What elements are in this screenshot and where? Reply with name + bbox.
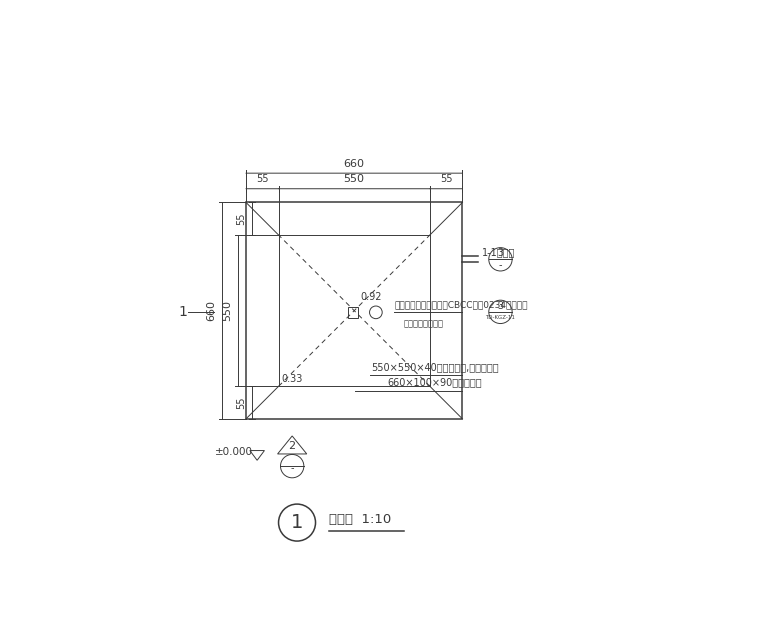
Text: 660×100×90光面黄金麷: 660×100×90光面黄金麷 [387, 377, 482, 387]
Text: TD-KGZ-11: TD-KGZ-11 [486, 315, 515, 320]
Text: 2: 2 [289, 441, 296, 451]
Text: 550×550×40光面黄金麷,按尺寸切割: 550×550×40光面黄金麷,按尺寸切割 [371, 362, 499, 372]
Text: 3: 3 [497, 301, 504, 311]
Text: 55: 55 [440, 174, 452, 185]
Text: 0.33: 0.33 [281, 374, 302, 384]
Text: 3: 3 [497, 248, 504, 258]
Text: 1-1剖面图: 1-1剖面图 [482, 248, 515, 257]
Text: 550: 550 [344, 174, 365, 185]
Bar [279, 235, 430, 386]
Text: -: - [499, 260, 502, 270]
Text: ±0.000: ±0.000 [215, 447, 253, 456]
Text: 660: 660 [344, 159, 365, 169]
Text: 铸铝灯体，喷深咏色（CBCC编号0234）氟碳漆: 铸铝灯体，喷深咏色（CBCC编号0234）氟碳漆 [394, 300, 528, 310]
Text: 55: 55 [236, 212, 246, 225]
Bar [347, 307, 359, 318]
Text: 550: 550 [222, 300, 232, 321]
Text: 0.92: 0.92 [360, 292, 382, 301]
Text: 厂家二次深化设计: 厂家二次深化设计 [404, 319, 444, 328]
Text: 平面图  1:10: 平面图 1:10 [328, 513, 391, 526]
Text: -: - [290, 463, 294, 473]
Text: 1: 1 [291, 513, 303, 532]
Text: 55: 55 [256, 174, 268, 185]
Bar [246, 202, 463, 419]
Text: 660: 660 [206, 300, 216, 321]
Text: 1: 1 [179, 305, 187, 319]
Text: 55: 55 [236, 396, 246, 409]
